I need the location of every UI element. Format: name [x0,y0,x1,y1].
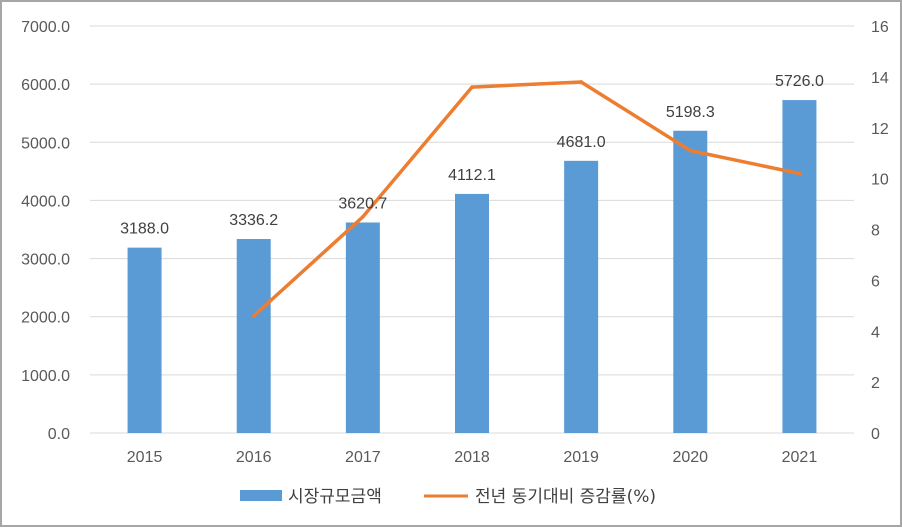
y-right-tick-label: 4 [871,324,880,341]
bar-value-label: 4112.1 [448,167,496,184]
bar [455,193,489,433]
x-tick-label: 2020 [672,449,708,466]
x-tick-label: 2017 [345,449,381,466]
x-tick-label: 2018 [454,449,490,466]
bar-value-label: 4681.0 [557,134,606,151]
y-left-tick-label: 0.0 [48,426,70,443]
line-point [251,314,256,318]
y-right-tick-label: 16 [871,19,889,36]
y-axis-left: 0.0 1000.0 2000.0 3000.0 4000.0 5000.0 6000.0 7… [21,19,70,443]
y-left-tick-label: 2000.0 [21,310,70,327]
y-right-tick-label: 12 [871,121,889,138]
line-point [361,214,365,219]
bar-value-label: 5198.3 [666,104,715,121]
bar-value-label: 5726.0 [775,73,824,90]
x-axis: 2015 2016 2017 2018 2019 2020 2021 [127,449,818,466]
line-point [470,85,474,89]
y-right-tick-label: 2 [871,375,880,392]
y-right-tick-label: 10 [871,172,889,189]
y-right-tick-label: 8 [871,223,880,240]
y-axis-right: 0 2 4 6 8 10 12 14 16 [871,19,889,443]
line-point [579,80,583,84]
bar-series [127,100,817,433]
bar [673,130,708,433]
legend-label-line: 전년 동기대비 증감률(%) [475,487,656,507]
x-tick-label: 2019 [563,449,599,466]
y-left-tick-label: 5000.0 [21,135,70,152]
y-left-tick-label: 4000.0 [21,193,70,210]
line-point [797,171,802,176]
legend: 시장규모금액 전년 동기대비 증감률(%) [240,487,656,507]
legend-label-bar: 시장규모금액 [288,487,382,507]
x-tick-label: 2021 [782,449,818,466]
y-left-tick-label: 6000.0 [21,77,70,94]
line-point [688,148,693,153]
bar [782,100,817,433]
y-right-tick-label: 6 [871,273,880,290]
y-left-tick-label: 7000.0 [21,19,70,36]
bar [564,160,599,433]
bar-value-label: 3620.7 [338,195,387,212]
legend-swatch-bar [240,490,282,501]
bar [236,239,271,433]
line-series [251,80,802,318]
x-tick-label: 2016 [236,449,272,466]
x-tick-label: 2015 [127,449,163,466]
bar [127,247,162,433]
line-path [251,80,802,318]
data-labels: 3188.0 3336.2 3620.7 4112.1 4681.0 5198.3 5726… [120,73,824,238]
y-left-tick-label: 1000.0 [21,368,70,385]
y-right-tick-label: 0 [871,426,880,443]
y-right-tick-label: 14 [871,70,889,87]
bar-value-label: 3336.2 [229,212,278,229]
y-left-tick-label: 3000.0 [21,252,70,269]
bar-value-label: 3188.0 [120,221,169,238]
bar [345,222,380,433]
